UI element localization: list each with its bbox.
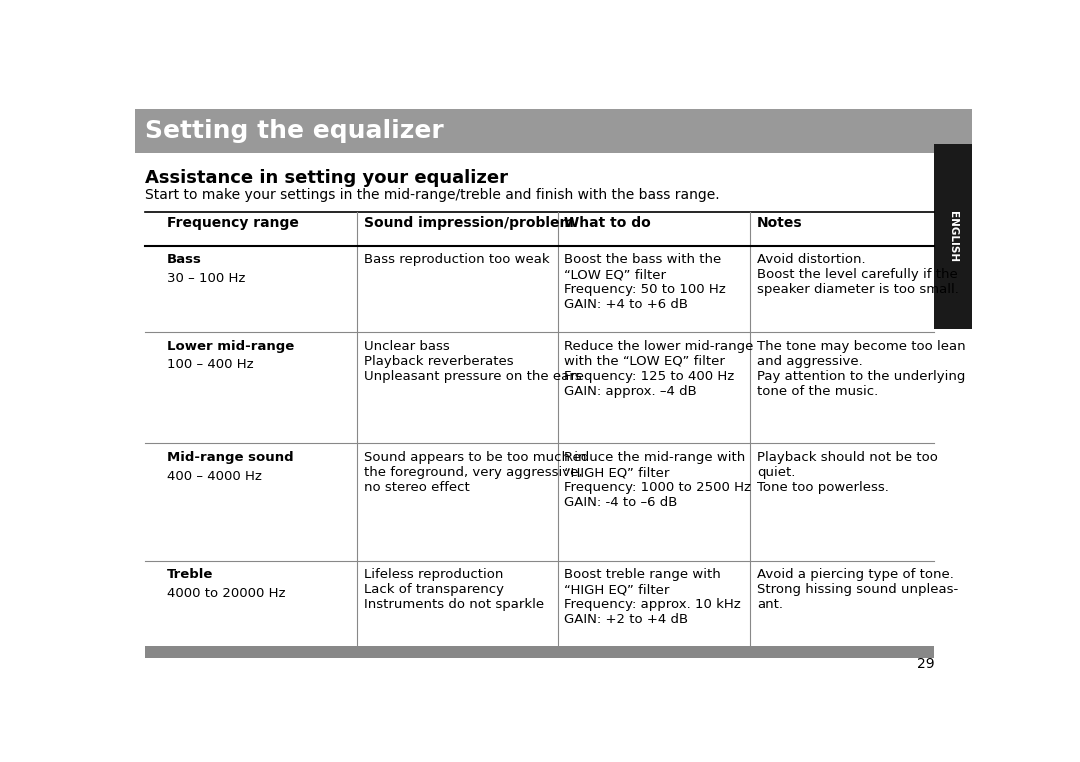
- Text: Unclear bass
Playback reverberates
Unpleasant pressure on the ears: Unclear bass Playback reverberates Unple…: [364, 340, 581, 383]
- Text: 400 – 4000 Hz: 400 – 4000 Hz: [166, 470, 261, 483]
- Text: Reduce the lower mid-range
with the “LOW EQ” filter
Frequency: 125 to 400 Hz
GAI: Reduce the lower mid-range with the “LOW…: [565, 340, 754, 398]
- Text: Reduce the mid-range with
“HIGH EQ” filter
Frequency: 1000 to 2500 Hz
GAIN: -4 t: Reduce the mid-range with “HIGH EQ” filt…: [565, 451, 752, 509]
- Text: Playback should not be too
quiet.
Tone too powerless.: Playback should not be too quiet. Tone t…: [757, 451, 937, 494]
- Text: Lifeless reproduction
Lack of transparency
Instruments do not sparkle: Lifeless reproduction Lack of transparen…: [364, 568, 543, 611]
- Text: Sound impression/problem: Sound impression/problem: [364, 216, 573, 230]
- Text: 30 – 100 Hz: 30 – 100 Hz: [166, 272, 245, 285]
- Text: Lower mid-range: Lower mid-range: [166, 340, 294, 353]
- FancyBboxPatch shape: [934, 144, 972, 329]
- Text: Notes: Notes: [757, 216, 802, 230]
- Text: The tone may become too lean
and aggressive.
Pay attention to the underlying
ton: The tone may become too lean and aggress…: [757, 340, 966, 398]
- Text: Assistance in setting your equalizer: Assistance in setting your equalizer: [145, 169, 508, 187]
- FancyBboxPatch shape: [135, 109, 972, 153]
- Text: Treble: Treble: [166, 568, 213, 581]
- Text: Boost the bass with the
“LOW EQ” filter
Frequency: 50 to 100 Hz
GAIN: +4 to +6 d: Boost the bass with the “LOW EQ” filter …: [565, 254, 726, 312]
- Text: Avoid a piercing type of tone.
Strong hissing sound unpleas-
ant.: Avoid a piercing type of tone. Strong hi…: [757, 568, 958, 611]
- Text: Start to make your settings in the mid-range/treble and finish with the bass ran: Start to make your settings in the mid-r…: [145, 188, 719, 202]
- Text: Bass: Bass: [166, 254, 202, 267]
- Text: Setting the equalizer: Setting the equalizer: [145, 119, 444, 143]
- Text: 29: 29: [917, 657, 934, 671]
- Text: Mid-range sound: Mid-range sound: [166, 451, 294, 464]
- Text: 100 – 400 Hz: 100 – 400 Hz: [166, 358, 254, 371]
- Text: Bass reproduction too weak: Bass reproduction too weak: [364, 254, 549, 267]
- Text: Sound appears to be too much in
the foreground, very aggressive,
no stereo effec: Sound appears to be too much in the fore…: [364, 451, 586, 494]
- FancyBboxPatch shape: [145, 646, 934, 658]
- Text: What to do: What to do: [565, 216, 651, 230]
- Text: ENGLISH: ENGLISH: [948, 211, 958, 262]
- Text: Boost treble range with
“HIGH EQ” filter
Frequency: approx. 10 kHz
GAIN: +2 to +: Boost treble range with “HIGH EQ” filter…: [565, 568, 741, 626]
- Text: Avoid distortion.
Boost the level carefully if the
speaker diameter is too small: Avoid distortion. Boost the level carefu…: [757, 254, 959, 296]
- Text: Frequency range: Frequency range: [166, 216, 299, 230]
- Text: 4000 to 20000 Hz: 4000 to 20000 Hz: [166, 588, 285, 600]
